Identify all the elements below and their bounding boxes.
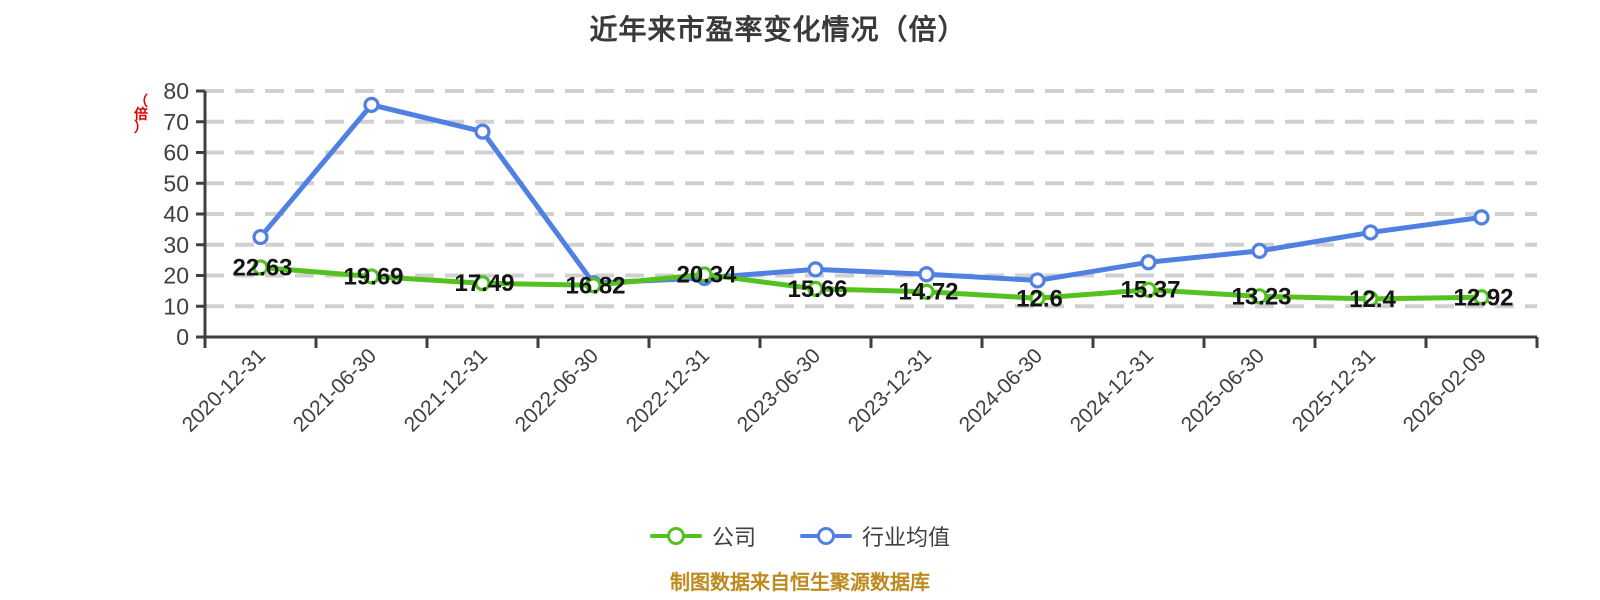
industry-data-point[interactable] bbox=[1140, 254, 1157, 271]
x-tick-label: 2022-06-30 bbox=[511, 344, 603, 436]
y-tick-label: 40 bbox=[163, 201, 189, 227]
chart-legend: 公司 行业均值 bbox=[0, 520, 1600, 552]
y-tick-label: 10 bbox=[163, 293, 189, 319]
industry-data-point[interactable] bbox=[1029, 272, 1046, 289]
industry-series-line bbox=[258, 102, 1484, 286]
y-tick-label: 20 bbox=[163, 263, 189, 289]
company-data-point[interactable] bbox=[1029, 290, 1046, 307]
point-value-label: 12.4 bbox=[1349, 286, 1396, 313]
x-tick-label: 2024-06-30 bbox=[955, 344, 1047, 436]
x-tick-label: 2023-12-31 bbox=[844, 344, 936, 436]
point-value-label: 15.37 bbox=[1120, 277, 1180, 304]
y-tick-label: 50 bbox=[163, 170, 189, 196]
company-data-point[interactable] bbox=[474, 275, 491, 292]
company-data-point[interactable] bbox=[1473, 289, 1490, 306]
industry-data-point[interactable] bbox=[363, 96, 380, 113]
data-source-note: 制图数据来自恒生聚源数据库 bbox=[670, 572, 930, 594]
y-tick-label: 60 bbox=[163, 140, 189, 166]
x-tick-label: 2025-06-30 bbox=[1177, 344, 1269, 436]
x-tick-label: 2024-12-31 bbox=[1066, 344, 1158, 436]
point-value-label: 12.6 bbox=[1016, 285, 1063, 312]
x-tick-label: 2025-12-31 bbox=[1288, 344, 1380, 436]
y-tick-label: 0 bbox=[176, 324, 189, 350]
legend-label-company: 公司 bbox=[711, 525, 756, 550]
point-value-label: 16.82 bbox=[565, 272, 625, 299]
x-tick-label: 2023-06-30 bbox=[733, 344, 825, 436]
industry-data-point[interactable] bbox=[1362, 224, 1379, 241]
industry-data-point[interactable] bbox=[474, 123, 491, 140]
company-data-point[interactable] bbox=[1251, 288, 1268, 305]
industry-data-point[interactable] bbox=[1251, 242, 1268, 259]
industry-data-point[interactable] bbox=[252, 228, 269, 246]
y-tick-label: 70 bbox=[163, 109, 189, 135]
industry-data-point[interactable] bbox=[918, 266, 935, 283]
x-tick-label: 2022-12-31 bbox=[622, 344, 714, 436]
point-value-label: 12.92 bbox=[1453, 284, 1513, 311]
industry-data-point[interactable] bbox=[807, 261, 824, 278]
chart-title: 近年来市盈率变化情况（倍） bbox=[589, 14, 967, 45]
company-series-line bbox=[258, 264, 1484, 302]
legend-label-industry: 行业均值 bbox=[862, 525, 951, 550]
industry-series-marker-icon bbox=[800, 526, 852, 546]
company-data-point[interactable] bbox=[807, 280, 824, 297]
point-value-label: 20.34 bbox=[676, 261, 737, 288]
company-series-marker-icon bbox=[649, 526, 702, 546]
x-tick-label: 2020-12-31 bbox=[178, 344, 270, 436]
legend-item-industry[interactable]: 行业均值 bbox=[800, 520, 950, 552]
company-data-point[interactable] bbox=[585, 277, 602, 294]
company-data-point[interactable] bbox=[1362, 290, 1379, 307]
point-value-label: 17.49 bbox=[454, 270, 514, 297]
x-tick-label: 2026-02-09 bbox=[1399, 344, 1491, 436]
legend-item-company[interactable]: 公司 bbox=[649, 520, 756, 552]
y-axis-unit-label: （倍） bbox=[134, 93, 148, 135]
x-tick-label: 2021-06-30 bbox=[289, 344, 381, 436]
company-data-point[interactable] bbox=[363, 268, 380, 285]
y-tick-label: 80 bbox=[163, 78, 189, 104]
point-value-label: 13.23 bbox=[1231, 283, 1291, 310]
point-value-label: 22.63 bbox=[232, 254, 292, 281]
company-data-point[interactable] bbox=[696, 266, 713, 283]
point-value-label: 14.72 bbox=[898, 279, 958, 306]
company-data-point[interactable] bbox=[918, 283, 935, 300]
company-data-point[interactable] bbox=[252, 259, 269, 276]
point-value-label: 19.69 bbox=[343, 263, 403, 290]
y-tick-label: 30 bbox=[163, 232, 189, 258]
point-value-label: 15.66 bbox=[787, 276, 847, 303]
company-data-point[interactable] bbox=[1140, 281, 1157, 298]
industry-data-point[interactable] bbox=[1473, 209, 1490, 226]
x-tick-label: 2021-12-31 bbox=[400, 344, 492, 436]
